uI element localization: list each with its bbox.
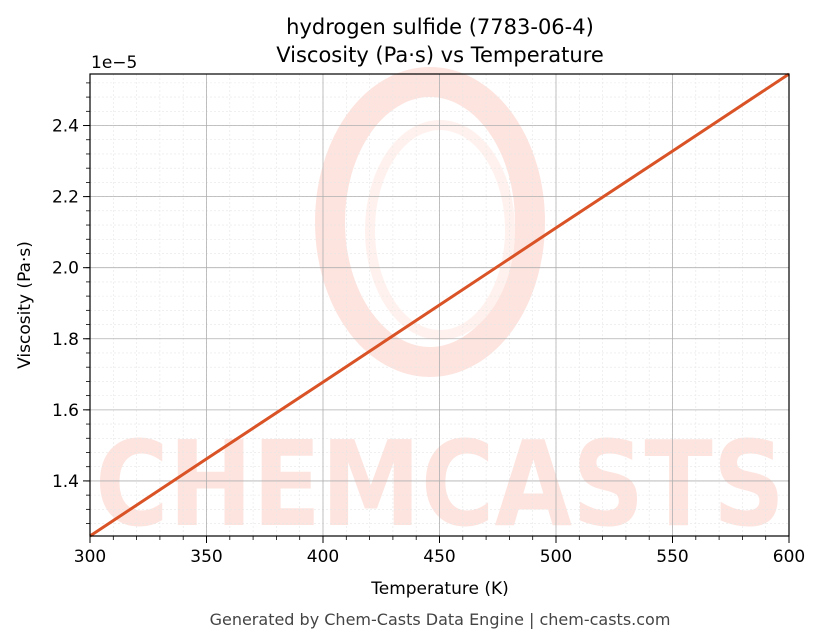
watermark-logo-ring [315, 67, 545, 377]
y-tick-label: 2.4 [52, 117, 79, 137]
axis-ticks [83, 82, 790, 543]
x-tick-label: 400 [307, 547, 339, 567]
footer-credit: Generated by Chem-Casts Data Engine | ch… [210, 610, 671, 629]
y-tick-label: 2.0 [52, 259, 79, 279]
y-tick-label: 1.4 [52, 472, 79, 492]
y-tick-label: 1.6 [52, 401, 79, 421]
chart-subtitle: Viscosity (Pa·s) vs Temperature [276, 43, 604, 67]
watermark-logo-inner [365, 120, 515, 340]
watermark: CHEMCASTS [95, 67, 785, 553]
x-tick-labels: 300 350 400 450 500 550 600 [74, 547, 805, 567]
x-tick-label: 350 [190, 547, 222, 567]
x-tick-label: 300 [74, 547, 106, 567]
y-tick-label: 2.2 [52, 188, 79, 208]
x-tick-label: 500 [540, 547, 572, 567]
chart-title: hydrogen sulfide (7783-06-4) [286, 15, 594, 39]
watermark-text: CHEMCASTS [95, 415, 785, 553]
y-tick-labels: 1.4 1.6 1.8 2.0 2.2 2.4 [52, 117, 79, 492]
y-offset-label: 1e−5 [91, 53, 137, 73]
y-axis-label: Viscosity (Pa·s) [15, 241, 35, 369]
y-tick-label: 1.8 [52, 330, 79, 350]
series-layer [89, 72, 790, 538]
x-tick-label: 550 [656, 547, 688, 567]
x-axis-label: Temperature (K) [370, 579, 509, 599]
x-tick-label: 600 [773, 547, 805, 567]
viscosity-series-line [89, 72, 790, 538]
x-tick-label: 450 [423, 547, 455, 567]
